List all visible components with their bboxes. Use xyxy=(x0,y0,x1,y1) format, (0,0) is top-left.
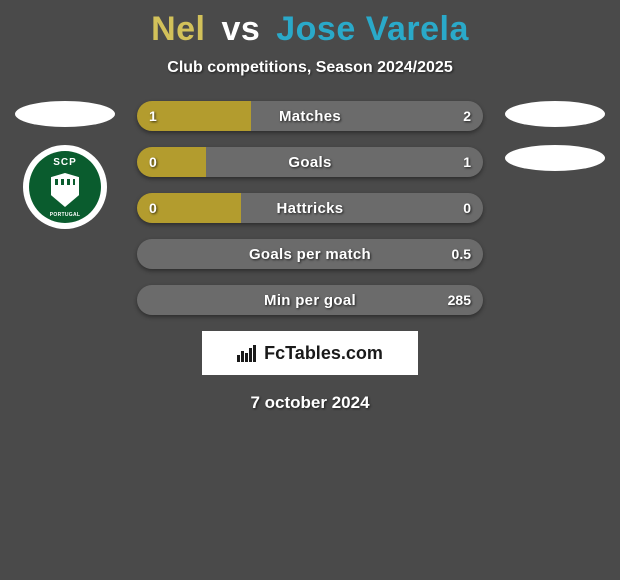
stat-row-min-per-goal: Min per goal 285 xyxy=(137,285,483,315)
player2-name: Jose Varela xyxy=(276,10,469,48)
player1-flag-placeholder xyxy=(15,101,115,127)
left-column: SCP PORTUGAL xyxy=(10,101,120,229)
subtitle: Club competitions, Season 2024/2025 xyxy=(0,59,620,77)
player1-name: Nel xyxy=(151,10,205,48)
content-area: SCP PORTUGAL 1 Matches 2 0 Goals 1 xyxy=(0,101,620,315)
stat-label: Matches xyxy=(137,101,483,131)
branding-box: FcTables.com xyxy=(202,331,418,375)
club-badge-top-text: SCP xyxy=(53,157,77,168)
stat-row-matches: 1 Matches 2 xyxy=(137,101,483,131)
stat-value-right: 2 xyxy=(463,101,471,131)
chart-bars-icon xyxy=(237,345,256,362)
stat-value-right: 1 xyxy=(463,147,471,177)
player2-club-placeholder xyxy=(505,145,605,171)
stat-label: Min per goal xyxy=(137,285,483,315)
stat-value-right: 0 xyxy=(463,193,471,223)
stat-value-right: 0.5 xyxy=(452,239,471,269)
stat-label: Hattricks xyxy=(137,193,483,223)
stat-label: Goals per match xyxy=(137,239,483,269)
player1-club-badge: SCP PORTUGAL xyxy=(23,145,107,229)
right-column xyxy=(500,101,610,189)
club-badge-shield-icon xyxy=(51,173,79,207)
player2-flag-placeholder xyxy=(505,101,605,127)
club-badge-bottom-text: PORTUGAL xyxy=(50,212,80,218)
stat-label: Goals xyxy=(137,147,483,177)
branding-text: FcTables.com xyxy=(264,343,383,364)
page-title: Nel vs Jose Varela xyxy=(0,0,620,49)
stat-value-right: 285 xyxy=(448,285,471,315)
stat-row-goals: 0 Goals 1 xyxy=(137,147,483,177)
stat-row-goals-per-match: Goals per match 0.5 xyxy=(137,239,483,269)
stat-row-hattricks: 0 Hattricks 0 xyxy=(137,193,483,223)
vs-label: vs xyxy=(221,10,260,48)
date-label: 7 october 2024 xyxy=(0,393,620,413)
stats-bars: 1 Matches 2 0 Goals 1 0 Hattricks 0 Goal… xyxy=(137,101,483,315)
club-badge-ring: SCP PORTUGAL xyxy=(29,151,101,223)
